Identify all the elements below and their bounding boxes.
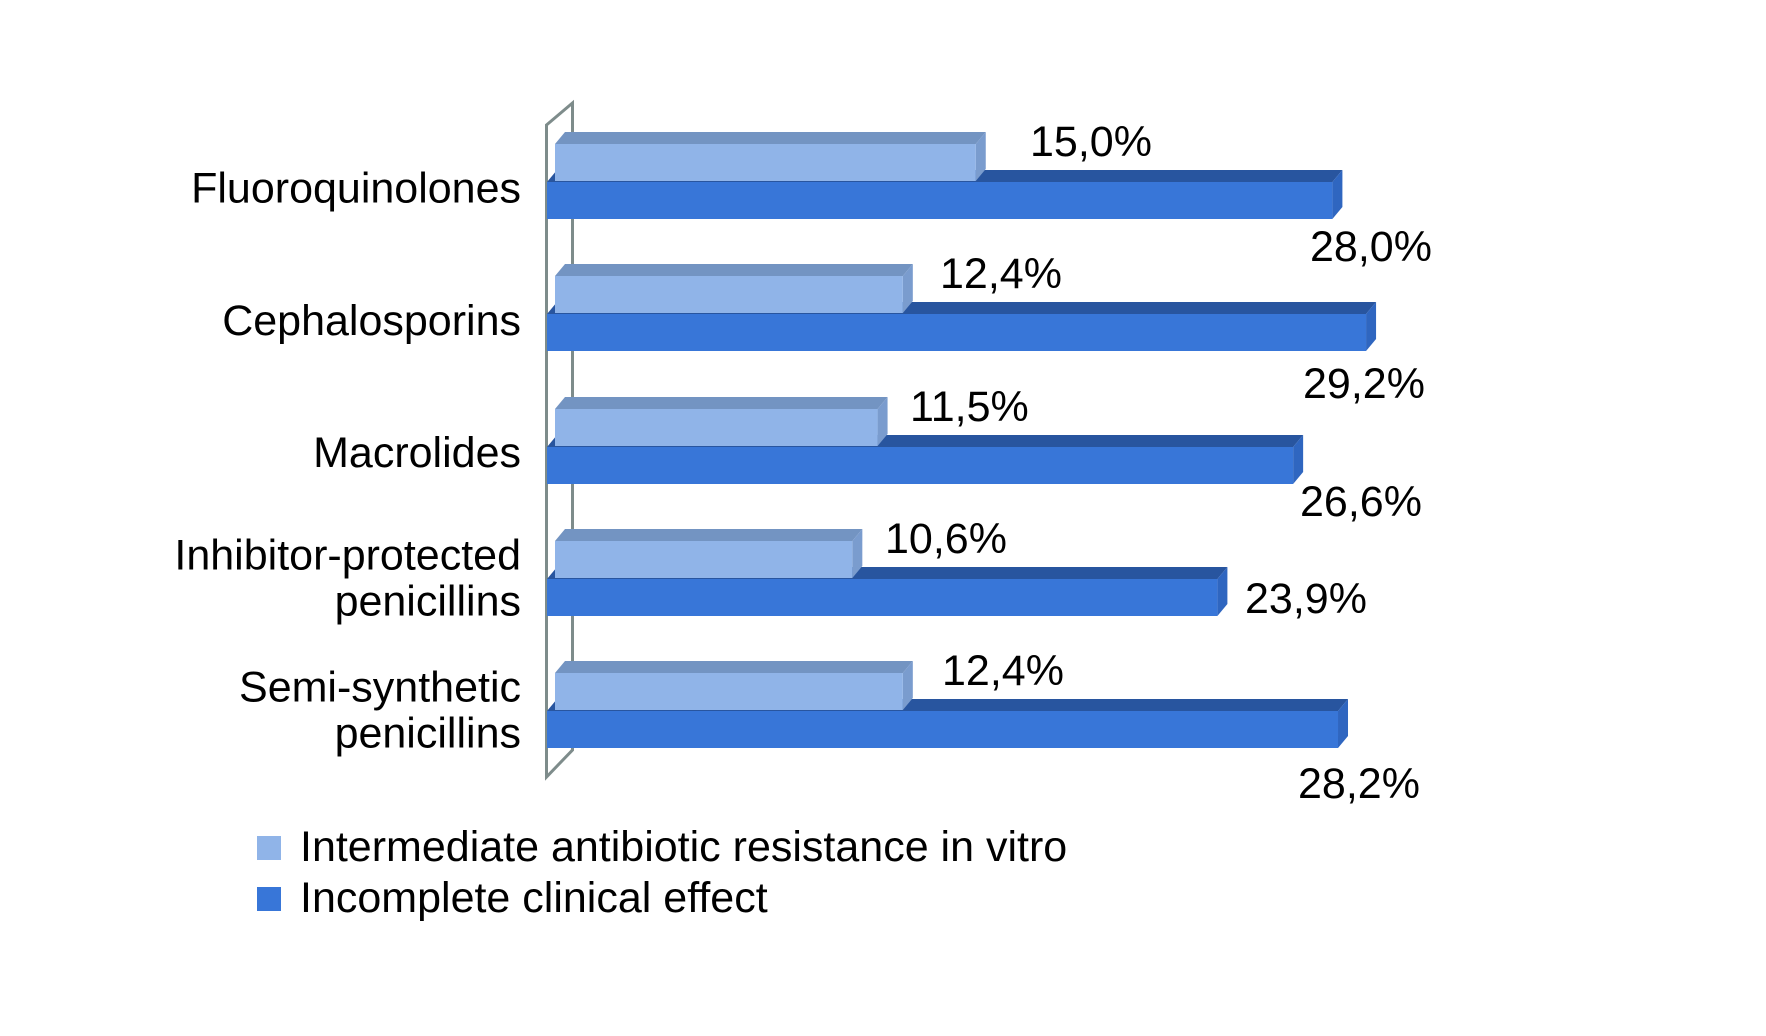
bar-light-side-face bbox=[902, 661, 913, 710]
value-label-intermediate: 12,4% bbox=[942, 647, 1064, 695]
bar-light-side-face bbox=[852, 529, 863, 578]
bar-intermediate-resistance bbox=[555, 409, 878, 446]
legend: Intermediate antibiotic resistance in vi… bbox=[257, 822, 1067, 924]
legend-label-intermediate: Intermediate antibiotic resistance in vi… bbox=[300, 823, 1068, 871]
category-label: Macrolides bbox=[313, 429, 521, 477]
category-label: penicillins bbox=[335, 710, 521, 758]
bar-light-side-face bbox=[877, 397, 888, 446]
bar-light-top-face bbox=[555, 397, 888, 409]
value-label-intermediate: 15,0% bbox=[1030, 118, 1152, 166]
bar-light-top-face bbox=[555, 132, 986, 144]
legend-swatch-incomplete bbox=[257, 886, 281, 911]
bar-incomplete-clinical-effect bbox=[547, 447, 1294, 484]
bar-intermediate-resistance bbox=[555, 144, 976, 181]
category-label: Semi-synthetic bbox=[239, 664, 521, 712]
category-label: Cephalosporins bbox=[222, 297, 521, 345]
bar-incomplete-clinical-effect bbox=[547, 711, 1339, 748]
axis-wall bbox=[545, 99, 574, 781]
value-label-incomplete: 26,6% bbox=[1300, 478, 1422, 526]
legend-label-incomplete: Incomplete clinical effect bbox=[300, 874, 768, 922]
bar-intermediate-resistance bbox=[555, 541, 853, 578]
value-label-incomplete: 28,2% bbox=[1298, 760, 1420, 808]
value-label-incomplete: 29,2% bbox=[1303, 360, 1425, 408]
bar-incomplete-clinical-effect bbox=[547, 579, 1218, 616]
bar-incomplete-clinical-effect bbox=[547, 314, 1367, 351]
value-label-intermediate: 10,6% bbox=[885, 515, 1007, 563]
bar-dark-side-face bbox=[1217, 567, 1228, 616]
bar-intermediate-resistance bbox=[555, 276, 903, 313]
legend-item-incomplete: Incomplete clinical effect bbox=[257, 873, 1067, 924]
bar-light-side-face bbox=[902, 264, 913, 313]
bar-dark-side-face bbox=[1293, 435, 1304, 484]
category-label: Inhibitor-protected bbox=[174, 531, 521, 579]
bar-intermediate-resistance bbox=[555, 673, 903, 710]
legend-swatch-intermediate bbox=[257, 835, 281, 860]
bar-dark-side-face bbox=[1338, 699, 1349, 748]
bar-light-top-face bbox=[555, 264, 913, 276]
bar-dark-side-face bbox=[1332, 170, 1343, 219]
legend-item-intermediate: Intermediate antibiotic resistance in vi… bbox=[257, 822, 1067, 873]
bar-light-side-face bbox=[975, 132, 986, 181]
bar-dark-side-face bbox=[1366, 302, 1377, 351]
bar-incomplete-clinical-effect bbox=[547, 182, 1333, 219]
bar-light-top-face bbox=[555, 661, 913, 673]
value-label-intermediate: 11,5% bbox=[910, 383, 1029, 431]
bar-light-top-face bbox=[555, 529, 863, 541]
category-label: Fluoroquinolones bbox=[191, 165, 521, 213]
category-label: penicillins bbox=[335, 577, 521, 625]
value-label-incomplete: 23,9% bbox=[1245, 575, 1367, 623]
value-label-intermediate: 12,4% bbox=[940, 250, 1062, 298]
value-label-incomplete: 28,0% bbox=[1310, 223, 1432, 271]
